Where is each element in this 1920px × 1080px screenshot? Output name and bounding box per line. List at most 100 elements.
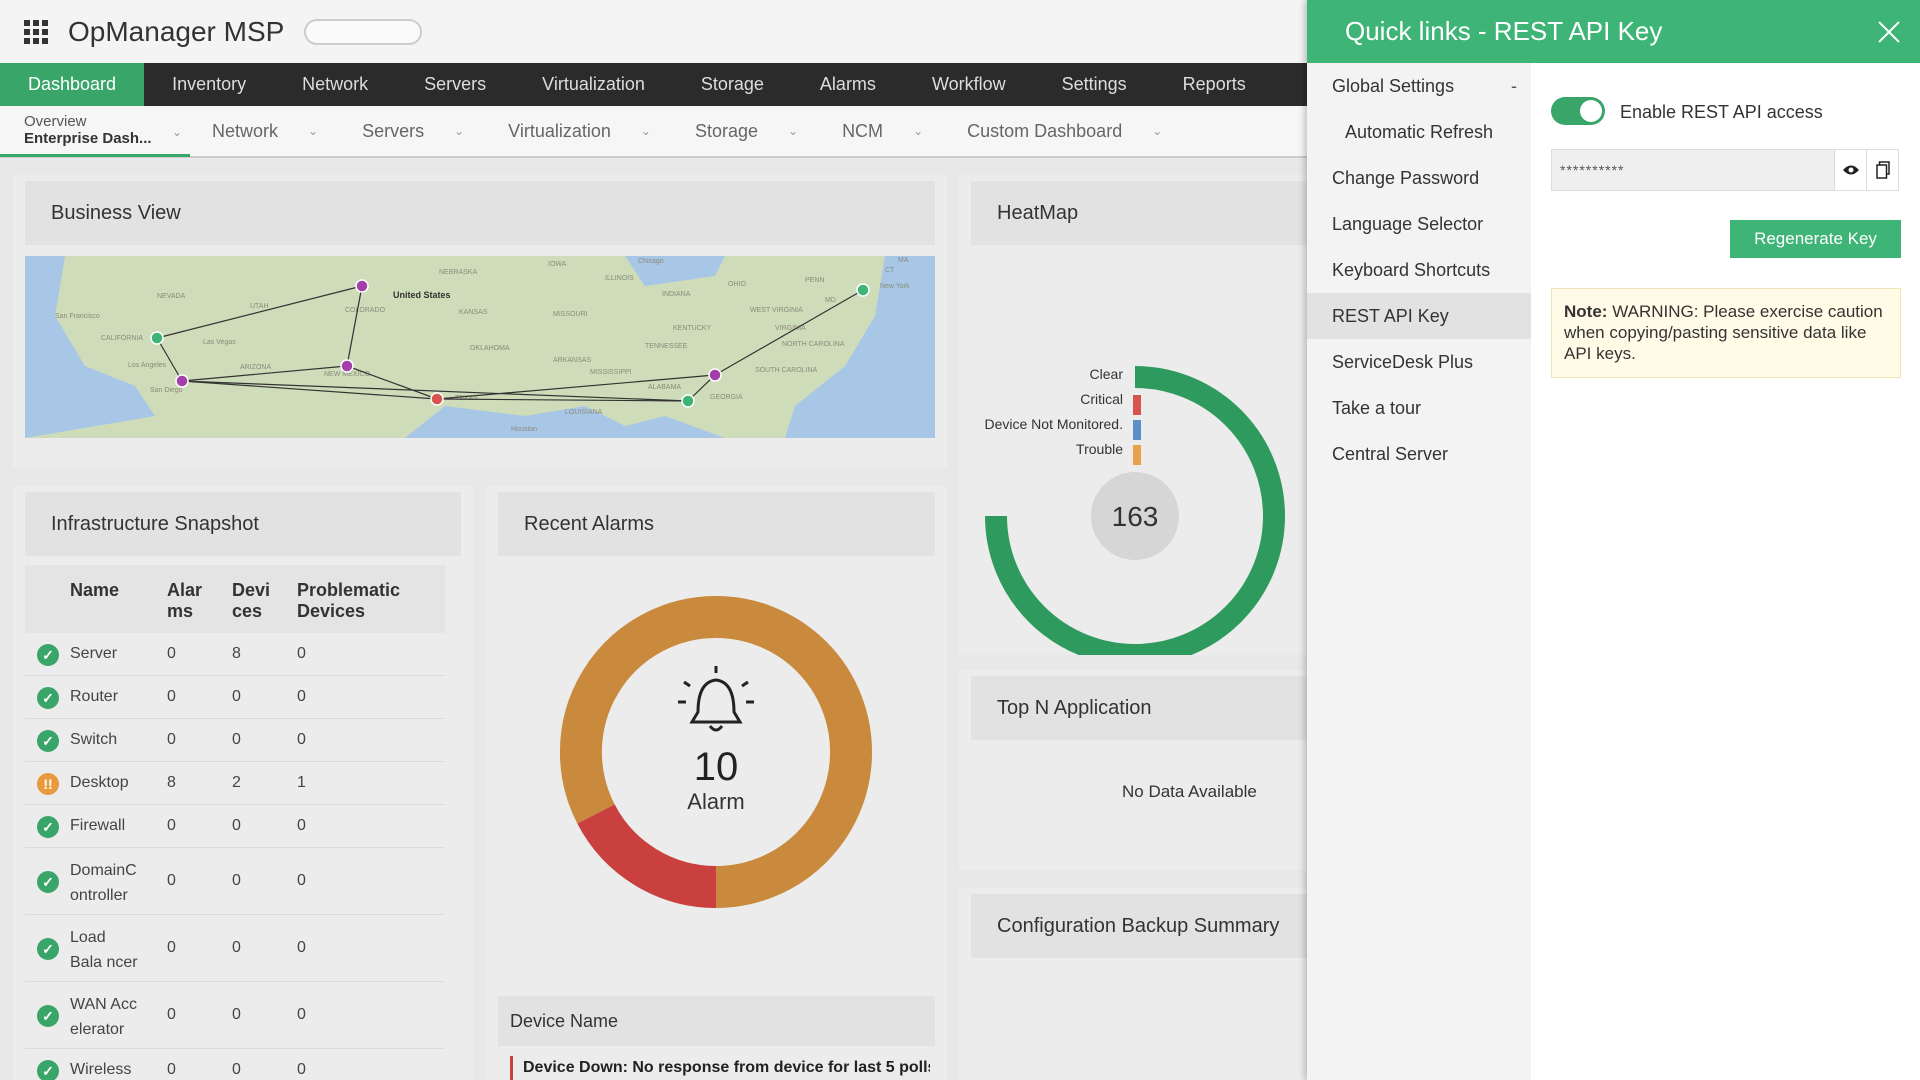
nav-storage[interactable]: Storage <box>700 74 764 94</box>
close-icon[interactable] <box>1876 18 1902 44</box>
status-ok-icon: ✓ <box>37 871 59 893</box>
row-alarms: 0 <box>167 645 176 662</box>
table-row[interactable]: ✓ DomainC ontroller 0 0 0 <box>25 848 445 915</box>
map-label: MA <box>898 257 909 264</box>
heatmap-segment-trouble[interactable] <box>1133 445 1141 465</box>
nav-dashboard[interactable]: Dashboard <box>0 63 145 106</box>
menu-language-selector[interactable]: Language Selector <box>1307 201 1531 247</box>
nav-reports[interactable]: Reports <box>1182 74 1246 94</box>
menu-rest-api-key[interactable]: REST API Key <box>1307 293 1531 339</box>
map-label: LOUISIANA <box>565 409 603 416</box>
subtab-ncm[interactable]: NCM ⌄ <box>820 105 945 157</box>
alarm-donut-chart[interactable]: 10 Alarm <box>486 586 947 966</box>
map-node-marker[interactable] <box>681 394 695 408</box>
header-problematic[interactable]: Problematic Devices <box>297 580 401 621</box>
map-node-marker[interactable] <box>150 331 164 345</box>
alarm-row[interactable]: Device Down: No response from device for… <box>510 1056 930 1080</box>
menu-global-settings[interactable]: Global Settings - <box>1307 63 1531 109</box>
heatmap-total: 163 <box>1112 501 1159 532</box>
header-name[interactable]: Name <box>70 580 120 600</box>
map-node-marker[interactable] <box>175 374 189 388</box>
collapse-icon[interactable]: - <box>1511 76 1517 96</box>
alarm-segment-trouble[interactable] <box>715 596 872 908</box>
nav-network[interactable]: Network <box>302 74 369 94</box>
map-label: San Francisco <box>55 313 100 320</box>
map-node-marker[interactable] <box>355 279 369 293</box>
table-row[interactable]: ✓ Switch 0 0 0 <box>25 719 445 762</box>
alarm-segment-trouble[interactable] <box>559 596 717 824</box>
heatmap-donut-chart[interactable]: Clear Critical Device Not Monitored. Tro… <box>959 255 1307 655</box>
map-node-marker[interactable] <box>708 368 722 382</box>
menu-item-label: ServiceDesk Plus <box>1332 352 1474 372</box>
device-name-header[interactable]: Device Name <box>510 1011 619 1031</box>
menu-central-server[interactable]: Central Server <box>1307 431 1531 477</box>
heatmap-segment-critical[interactable] <box>1133 395 1141 415</box>
map-label: GEORGIA <box>710 394 743 401</box>
menu-keyboard-shortcuts[interactable]: Keyboard Shortcuts <box>1307 247 1531 293</box>
copy-icon[interactable] <box>1866 150 1898 190</box>
subtab-label: Storage <box>694 120 758 141</box>
menu-servicedesk-plus[interactable]: ServiceDesk Plus <box>1307 339 1531 385</box>
header-alarms[interactable]: Alar ms <box>167 580 203 621</box>
business-view-map[interactable]: NEVADA UTAH NEBRASKA IOWA Chicago ILLINO… <box>25 256 935 438</box>
table-row[interactable]: ✓ Firewall 0 0 0 <box>25 805 445 848</box>
menu-change-password[interactable]: Change Password <box>1307 155 1531 201</box>
row-problematic: 0 <box>297 939 306 956</box>
api-key-field[interactable]: ********** <box>1551 149 1899 191</box>
subtab-servers[interactable]: Servers ⌄ <box>340 105 486 157</box>
table-row[interactable]: ✓ Load Bala ncer 0 0 0 <box>25 915 445 982</box>
menu-item-label: Automatic Refresh <box>1345 122 1494 142</box>
table-row[interactable]: !! Desktop 8 2 1 <box>25 762 445 805</box>
chevron-down-icon[interactable]: ⌄ <box>171 125 182 139</box>
map-node-marker[interactable] <box>340 359 354 373</box>
map-node-marker[interactable] <box>430 392 444 406</box>
heatmap-segment-clear[interactable] <box>985 366 1285 655</box>
subtab-custom-dashboard[interactable]: Custom Dashboard ⌄ <box>945 105 1184 157</box>
subtab-storage[interactable]: Storage ⌄ <box>673 105 820 157</box>
table-row[interactable]: ✓ Wireless 0 0 0 <box>25 1049 445 1080</box>
table-row[interactable]: ✓ Server 0 8 0 <box>25 633 445 676</box>
client-selector[interactable] <box>304 18 423 45</box>
subtab-overview-label: Overview <box>24 112 87 130</box>
row-problematic: 0 <box>297 1061 306 1078</box>
alarm-segment-critical[interactable] <box>577 803 717 909</box>
link-lines <box>156 285 864 402</box>
nav-workflow[interactable]: Workflow <box>931 74 1006 94</box>
menu-take-a-tour[interactable]: Take a tour <box>1307 385 1531 431</box>
row-problematic: 0 <box>297 645 306 662</box>
top-n-application-widget: Top N Application No Data Available <box>959 670 1307 870</box>
app-grid-icon[interactable] <box>24 19 48 44</box>
row-alarms: 0 <box>167 939 176 956</box>
rest-api-toggle[interactable] <box>1551 97 1605 125</box>
app-title: OpManager MSP <box>68 15 285 47</box>
heatmap-widget: HeatMap Clear Critical Device Not Monito… <box>959 175 1307 655</box>
heatmap-segment-not-monitored[interactable] <box>1133 420 1141 440</box>
map-label: Los Angeles <box>128 362 167 369</box>
nav-inventory[interactable]: Inventory <box>172 74 247 94</box>
table-row[interactable]: ✓ Router 0 0 0 <box>25 676 445 719</box>
table-row[interactable]: ✓ WAN Acc elerator 0 0 0 <box>25 982 445 1049</box>
row-name: DomainC ontroller <box>70 862 137 904</box>
regenerate-key-button[interactable]: Regenerate Key <box>1730 220 1901 258</box>
map-label: INDIANA <box>662 291 691 298</box>
map-label: NORTH CAROLINA <box>782 341 845 348</box>
map-label: KANSAS <box>459 309 488 316</box>
map-label: PENN <box>805 277 824 284</box>
row-problematic: 0 <box>297 688 306 705</box>
eye-icon[interactable] <box>1834 150 1866 190</box>
nav-settings[interactable]: Settings <box>1061 74 1127 94</box>
subtab-label: Servers <box>362 120 425 141</box>
menu-automatic-refresh[interactable]: Automatic Refresh <box>1307 109 1531 155</box>
header-devices[interactable]: Devi ces <box>232 580 271 621</box>
toggle-label: Enable REST API access <box>1620 102 1823 122</box>
nav-servers[interactable]: Servers <box>424 74 487 94</box>
subtab-virtualization[interactable]: Virtualization ⌄ <box>486 105 673 157</box>
row-alarms: 0 <box>167 1006 176 1023</box>
row-name: Desktop <box>70 774 129 791</box>
subtab-overview[interactable]: Overview Enterprise Dash... ⌄ <box>0 105 190 157</box>
nav-virtualization[interactable]: Virtualization <box>542 74 645 94</box>
row-alarms: 0 <box>167 1061 176 1078</box>
map-node-marker[interactable] <box>856 283 870 297</box>
nav-alarms[interactable]: Alarms <box>819 74 876 94</box>
subtab-network[interactable]: Network ⌄ <box>190 105 340 157</box>
